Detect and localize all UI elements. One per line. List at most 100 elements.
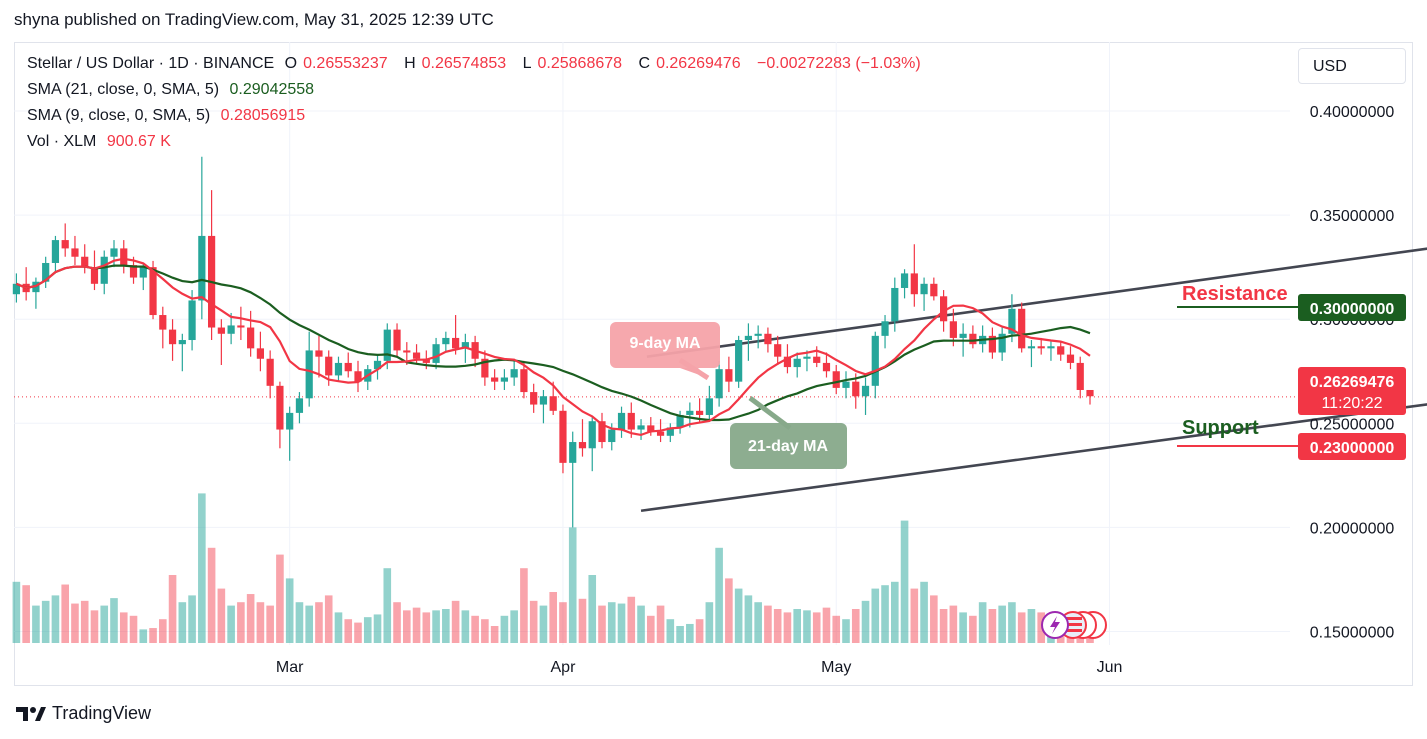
volume-bar [198,493,206,643]
volume-bar [734,588,743,643]
low-label: L [522,55,532,72]
y-tick-label: 0.20000000 [1310,520,1395,537]
volume-bar [656,605,665,643]
candle-body [1057,346,1065,355]
high-value: 0.26574853 [421,55,507,72]
volume-bar [422,612,431,643]
candle-body [617,412,626,430]
volume-bar [129,615,138,643]
volume-bar [939,609,948,643]
volume-bar [412,607,421,643]
volume-bar [803,610,811,643]
candle-body [656,431,665,436]
candle-body [530,392,538,405]
volume-bar [666,619,675,643]
volume-bar [549,592,557,643]
candle-body [510,369,518,378]
volume-bar [344,619,353,643]
volume-bar [80,600,89,643]
y-tick-label: 0.15000000 [1310,625,1395,642]
volume-value: 900.67 K [106,133,171,150]
candle-body [910,273,918,295]
candle-body [198,235,206,301]
candle-body [129,265,138,278]
high-label: H [404,55,416,72]
currency-button[interactable]: USD [1298,48,1406,84]
low-value: 0.25868678 [537,55,623,72]
candle-body [1018,308,1026,349]
sma21-line [15,264,1091,422]
candle-body [334,362,343,376]
candle-body [988,335,996,353]
candle-body [569,442,577,463]
volume-bar [705,602,714,643]
volume-bar [276,554,284,643]
volume-bar [529,600,538,643]
candle-body [42,262,50,282]
candle-body [598,421,606,443]
volume-bar [998,605,1006,643]
volume-legend[interactable]: Vol · XLM 900.67 K [27,133,177,151]
candle-body [188,300,196,341]
volume-bar [403,610,411,643]
ma9-callout-label: 9-day MA [629,335,701,352]
volume-bar [578,598,587,643]
brand-name: TradingView [52,703,152,723]
candle-body [998,333,1006,353]
volume-bar [246,594,255,643]
candle-body [900,273,909,288]
volume-bar [607,602,616,643]
candle-body [559,410,567,463]
candle-body [666,427,674,436]
volume-bar [1017,612,1026,643]
volume-bar [383,568,392,643]
volume-bar [432,610,440,643]
volume-bar [324,595,333,643]
candle-body [1008,308,1016,334]
volume-bar [881,585,889,643]
candle-body [139,267,147,278]
volume-bar [978,602,987,643]
symbol-legend[interactable]: Stellar / US Dollar · 1D · BINANCE O 0.26… [27,55,927,73]
candle-body [764,333,772,345]
candle-body [286,412,294,430]
time-axis[interactable]: Mar Apr May Jun [276,659,1123,676]
economic-event-icons[interactable] [1041,611,1107,639]
candle-body [217,327,225,334]
chart-frame[interactable] [14,42,1413,686]
x-tick-label: Jun [1097,659,1123,676]
candle-body [159,315,167,330]
sma21-legend[interactable]: SMA (21, close, 0, SMA, 5) 0.29042558 [27,81,320,99]
lightning-icon [1050,616,1060,634]
volume-bar [783,612,792,643]
candle-body [969,333,977,345]
candle-body [881,321,889,336]
candle-body [442,337,450,345]
candle-body [354,371,362,382]
candle-body [315,350,323,357]
candle-body [237,325,245,328]
candle-body [325,356,333,376]
symbol-name[interactable]: Stellar / US Dollar · 1D · BINANCE [27,55,275,72]
candle-body [247,327,255,349]
volume-bar [832,615,841,643]
candle-body [920,283,928,295]
candles [12,156,1094,528]
volume-bar [627,596,636,643]
volume-bar [715,547,723,643]
volume-bar [354,622,362,643]
candle-body [481,358,489,378]
volume-bar [988,609,997,643]
sma9-legend[interactable]: SMA (9, close, 0, SMA, 5) 0.28056915 [27,107,311,125]
candle-body [452,337,460,349]
candle-body [500,377,508,382]
volume-bar [754,602,762,643]
candle-body [930,283,938,297]
footer-brand[interactable]: TradingView [16,703,151,724]
candle-body [959,333,967,338]
candle-body [149,267,157,316]
tradingview-logo-icon [16,706,46,721]
volume-bar [110,598,118,643]
volume-bar [920,581,928,643]
